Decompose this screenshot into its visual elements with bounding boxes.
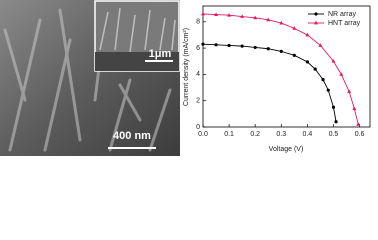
data-point	[227, 43, 231, 48]
data-point	[347, 89, 352, 93]
y-axis-label: Current density (mA/cm²)	[183, 28, 190, 106]
data-point	[292, 53, 296, 57]
x-tick-label: 0.6	[355, 131, 365, 138]
data-point	[266, 47, 270, 51]
data-point	[240, 14, 245, 18]
data-point	[321, 78, 325, 82]
data-point	[266, 17, 271, 22]
x-tick-label: 0.1	[224, 131, 234, 138]
x-tick-label: 0.2	[250, 131, 260, 138]
y-tick-label: 0	[196, 124, 200, 131]
x-tick-label: 0.4	[303, 131, 313, 138]
x-tick-label: 0.3	[276, 131, 286, 138]
data-point	[318, 43, 323, 47]
data-point	[331, 59, 336, 63]
legend-marker	[314, 20, 318, 25]
data-point	[214, 43, 218, 47]
data-point	[331, 105, 336, 109]
data-point	[292, 26, 297, 30]
data-point	[253, 45, 257, 50]
data-point	[313, 67, 317, 71]
figure: 1μm 400 nm Current density (mA/cm²) Volt…	[0, 0, 371, 156]
legend-label: HNT array	[328, 20, 361, 27]
data-point	[356, 122, 361, 126]
x-tick-label: 0.0	[198, 131, 208, 138]
x-axis-label: Voltage (V)	[269, 146, 304, 153]
data-point	[201, 42, 205, 46]
y-tick-label: 4	[196, 71, 200, 78]
data-point	[253, 15, 258, 20]
sem-image	[0, 0, 180, 156]
data-point	[339, 72, 344, 76]
inset-scale-label: 1μm	[149, 48, 172, 60]
legend-marker	[314, 12, 318, 16]
data-point	[279, 49, 283, 53]
y-tick-label: 8	[196, 19, 200, 26]
data-point	[227, 13, 232, 17]
data-point	[279, 20, 284, 25]
y-tick-label: 2	[196, 98, 200, 105]
legend-label: NR array	[328, 11, 357, 18]
x-tick-label: 0.5	[329, 131, 339, 138]
y-tick-label: 6	[196, 45, 200, 52]
data-point	[240, 44, 244, 48]
data-point	[326, 88, 330, 92]
plot-frame	[202, 5, 371, 128]
data-point	[305, 60, 309, 64]
data-point	[334, 120, 338, 124]
series-line	[202, 43, 337, 122]
data-point	[352, 106, 357, 110]
data-point	[214, 12, 219, 16]
scale-label: 400 nm	[113, 130, 151, 142]
data-point	[305, 32, 310, 37]
data-point	[201, 11, 205, 16]
page: {"images": {"main_scale": "400 nm", "ins…	[0, 0, 371, 156]
